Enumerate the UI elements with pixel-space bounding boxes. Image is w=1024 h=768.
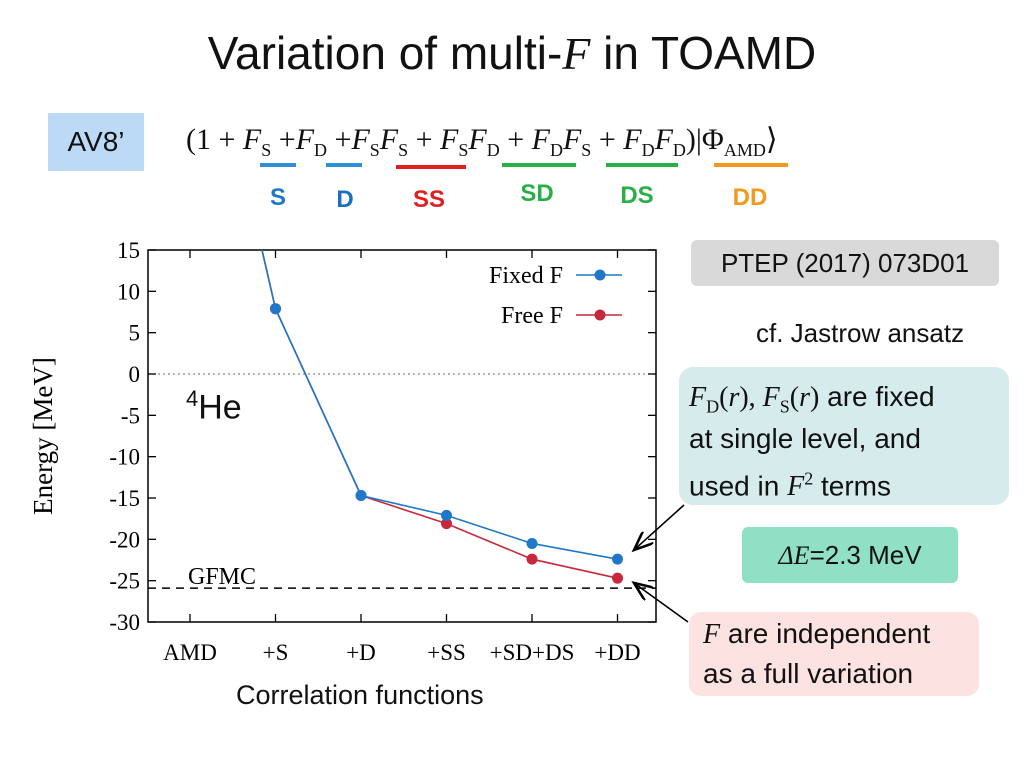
data-point-fixed-f: [526, 537, 538, 549]
y-tick-label: 15: [117, 238, 140, 263]
fixed-note-line1: FD(r), FS(r) are fixed: [689, 381, 935, 417]
plot-frame: [147, 249, 657, 623]
x-tick-label: +D: [346, 640, 376, 665]
fixed-note-line3: used in F2 terms: [689, 469, 891, 503]
slide-title: Variation of multi-F in TOAMD: [0, 26, 1024, 80]
nucleus-symbol: He: [198, 388, 242, 427]
x-tick-label: +SS: [427, 640, 466, 665]
fixed-note-line3-pre: used in: [689, 470, 788, 502]
jastrow-note: cf. Jastrow ansatz: [756, 318, 965, 348]
interaction-label: AV8’: [48, 113, 144, 171]
delta-e-box: ΔE=2.3 MeV: [742, 527, 958, 583]
term-label-sd: SD: [520, 180, 554, 207]
term-underline-sd: [502, 163, 576, 167]
data-point-fixed-f: [270, 303, 281, 315]
data-point-free-f: [612, 572, 623, 584]
term-label-dd: DD: [732, 184, 768, 211]
fixed-note-line3-post: terms: [813, 470, 891, 502]
y-tick-label: -25: [109, 569, 140, 594]
y-tick-label: 5: [129, 321, 141, 346]
title-variable: F: [562, 28, 591, 79]
term-label-d: D: [336, 186, 354, 213]
title-prefix: Variation of multi-: [207, 27, 563, 79]
formula-open: (1 +: [186, 123, 243, 156]
x-tick-label: +SD+DS: [490, 640, 575, 665]
x-tick-label: +S: [263, 640, 289, 665]
delta-e-value: =2.3 MeV: [809, 540, 922, 570]
y-tick-label: -5: [121, 403, 140, 428]
energy-chart: 15 10 5 0 -5 -10 -15 -20 -25 -30 AMD +S +D +SS +SD+DS…: [28, 238, 657, 665]
series-line-fixed-f: [261, 249, 618, 560]
term-underline-ds: [606, 163, 678, 167]
correlation-formula: (1 + FS +FD +FSFS + FSFD + FDFS + FDFD)|…: [186, 123, 778, 160]
x-tick-label: AMD: [163, 640, 217, 665]
x-axis-label: Correlation functions: [236, 680, 484, 710]
x-tick-label: +DD: [594, 640, 640, 665]
data-point-free-f: [441, 518, 452, 530]
formula-ket: ⟩: [765, 123, 778, 156]
formula-close-sub: AMD: [723, 140, 766, 160]
y-tick-label: 0: [129, 362, 141, 387]
free-note-line1-text: are independent: [720, 618, 931, 649]
y-axis-label: Energy [MeV]: [28, 357, 58, 515]
fixed-note-line2: at single level, and: [689, 423, 921, 454]
free-note-box: F are independent as a full variation: [689, 612, 979, 696]
term-underline-d: [326, 163, 362, 167]
legend-label-fixed-f: Fixed F: [489, 263, 563, 289]
formula-close: )|Φ: [685, 123, 724, 156]
free-note-variable: F: [703, 619, 721, 650]
y-tick-label: -20: [109, 527, 140, 552]
term-label-ss: SS: [412, 186, 445, 213]
legend-label-free-f: Free F: [501, 303, 563, 329]
free-note-line2: as a full variation: [703, 658, 914, 689]
free-arrow: [634, 583, 689, 623]
delta-e-symbol: ΔE: [778, 541, 810, 570]
data-point-fixed-f: [612, 553, 623, 565]
title-suffix: in TOAMD: [590, 27, 817, 79]
reference-citation: PTEP (2017) 073D01: [691, 240, 999, 286]
y-tick-label: -30: [109, 610, 140, 635]
data-point-fixed-f: [355, 490, 367, 502]
y-tick-label: 10: [117, 279, 140, 304]
term-underline-s: [260, 163, 296, 167]
y-tick-label: -15: [109, 486, 140, 511]
term-label-s: S: [269, 184, 286, 211]
term-label-ds: DS: [620, 182, 654, 209]
legend-marker: [594, 269, 606, 281]
free-note-line1: F are independent: [703, 614, 930, 655]
fixed-arrow: [634, 504, 685, 550]
nucleus-mass: 4: [186, 386, 199, 411]
legend-marker: [594, 309, 606, 321]
gfmc-label: GFMC: [188, 564, 256, 590]
fixed-note-line1-text: are fixed: [819, 381, 935, 412]
data-point-free-f: [526, 553, 538, 565]
y-tick-label: -10: [109, 445, 140, 470]
nucleus-label: 4He: [186, 386, 242, 427]
term-underline-dd: [714, 163, 788, 167]
fixed-note-box: FD(r), FS(r) are fixed at single level, …: [679, 367, 1009, 505]
data-point-fixed-f: [441, 509, 452, 521]
term-underline-ss: [396, 165, 466, 169]
